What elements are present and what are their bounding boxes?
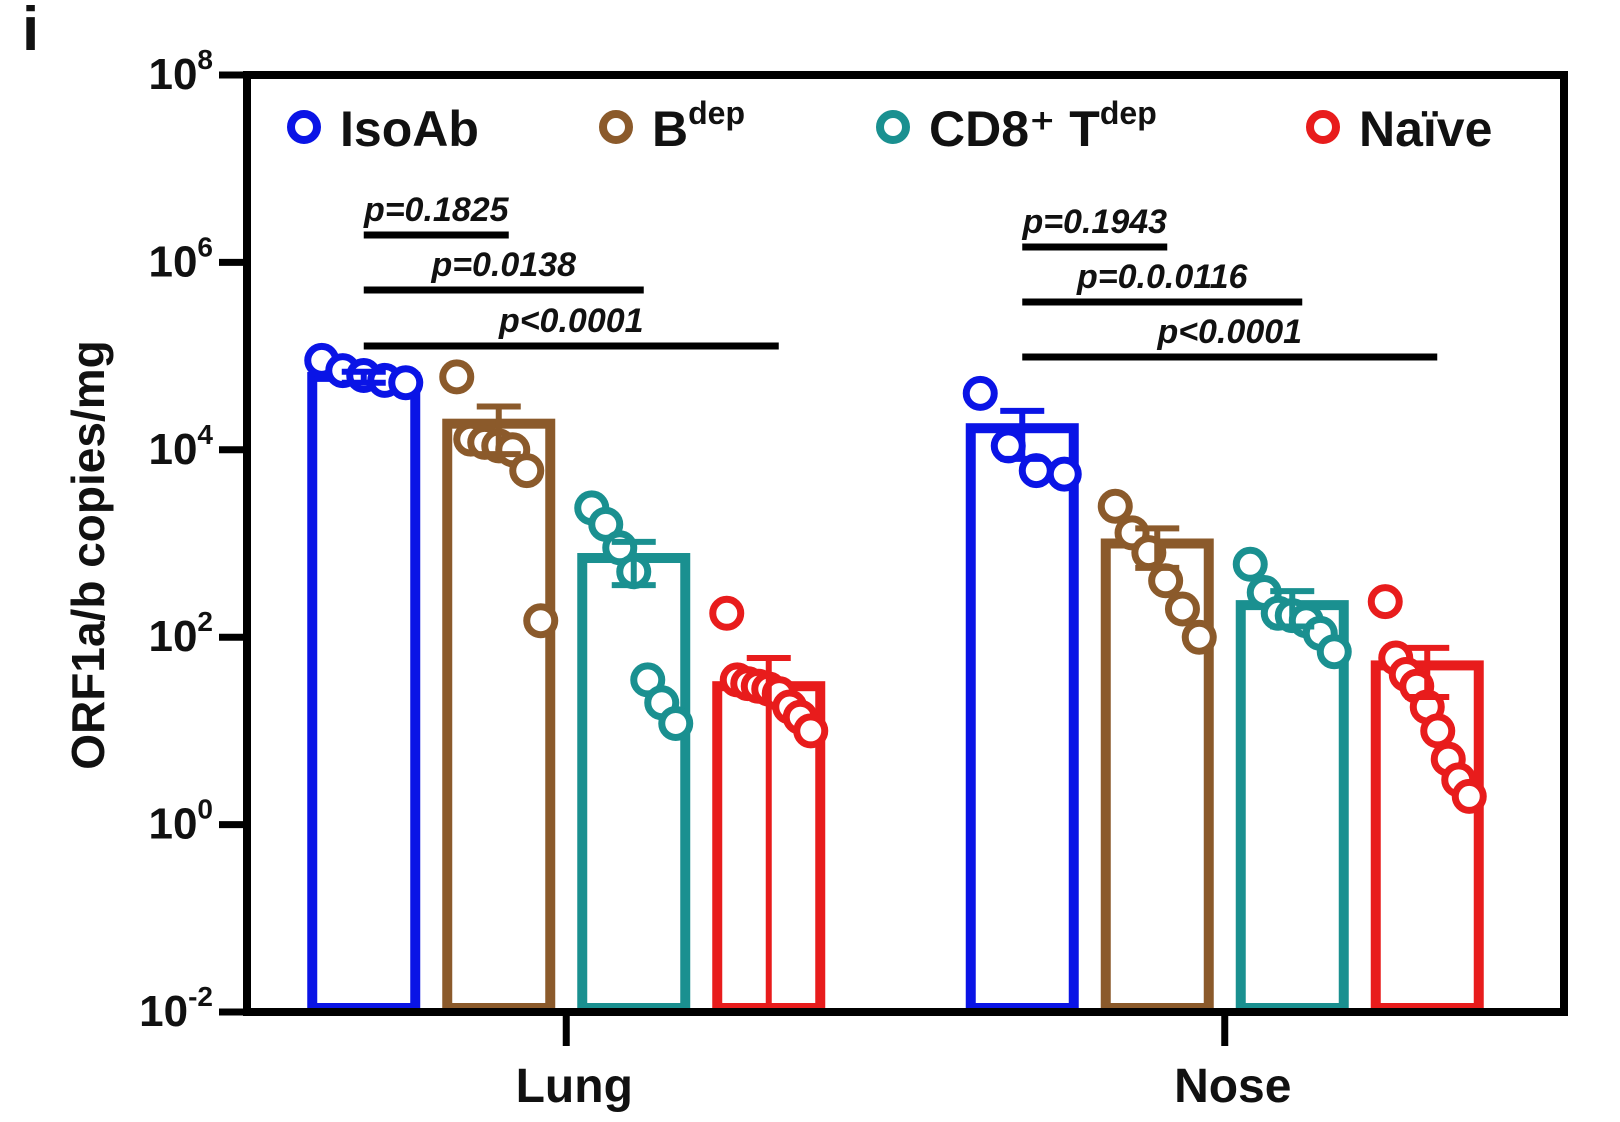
y-tick-exponent: 0 <box>197 794 213 825</box>
data-point-isoab <box>962 375 998 411</box>
legend-label-cd8: CD8⁺ Tdep <box>929 95 1157 157</box>
y-tick-base: 10 <box>139 987 188 1036</box>
legend-label-naive: Naïve <box>1359 101 1492 157</box>
bar-cd8-lung <box>577 553 691 1014</box>
data-point-isoab <box>388 365 424 401</box>
y-tick-base: 10 <box>148 50 197 99</box>
y-tick-base: 10 <box>148 800 197 849</box>
bar-bdep-lung <box>442 418 556 1013</box>
legend: IsoAb Bdep CD8⁺ Tdep Naïve <box>287 95 1492 157</box>
bar-isoab-lung <box>307 371 421 1014</box>
p-value-label: p=0.0.0116 <box>1076 258 1249 296</box>
p-value-label: p=0.0138 <box>430 246 576 284</box>
data-point-naive <box>1420 713 1456 749</box>
p-value-label: p=0.1825 <box>363 191 510 229</box>
data-point-naive <box>709 595 745 631</box>
bar-isoab-nose <box>965 423 1079 1014</box>
data-point-isoab <box>1046 456 1082 492</box>
legend-marker-isoab <box>287 110 321 144</box>
y-tick-exponent: 8 <box>197 44 213 75</box>
y-axis-label: ORF1a/b copies/mg <box>62 340 114 769</box>
annotations-layer: p=0.1825 p=0.0138 p<0.0001 p=0.1943 p=0.0.01… <box>363 191 1438 361</box>
bars-layer <box>307 371 1484 1014</box>
legend-marker-naive <box>1306 110 1340 144</box>
y-tick-label: 100 <box>148 794 213 849</box>
x-tick-label-nose: Nose <box>1174 1060 1291 1113</box>
legend-marker-bdep <box>599 110 633 144</box>
data-point-cd8 <box>1232 546 1268 582</box>
data-point-cd8 <box>1316 634 1352 670</box>
data-point-bdep <box>1181 619 1217 655</box>
p-value-label: p<0.0001 <box>498 302 644 340</box>
y-tick-label: 106 <box>148 231 213 286</box>
data-point-cd8 <box>658 705 694 741</box>
panel-label: i <box>22 0 39 64</box>
data-point-bdep <box>1148 563 1184 599</box>
errorbars-layer <box>341 368 1450 1015</box>
data-point-bdep <box>439 359 475 395</box>
y-tick-base: 10 <box>148 425 197 474</box>
data-point-naive <box>1451 778 1487 814</box>
data-point-naive <box>1367 584 1403 620</box>
legend-label-isoab: IsoAb <box>340 101 479 157</box>
y-tick-exponent: 4 <box>197 419 213 450</box>
x-axis: Lung Nose <box>516 1012 1291 1113</box>
p-value-label: p=0.1943 <box>1021 203 1167 241</box>
plot-frame <box>243 71 1568 1016</box>
y-tick-exponent: 6 <box>197 231 213 262</box>
legend-label-bdep: Bdep <box>652 95 745 157</box>
data-point-bdep <box>523 603 559 639</box>
x-tick-label-lung: Lung <box>516 1060 633 1113</box>
data-point-bdep <box>1097 488 1133 524</box>
points-layer <box>304 342 1487 814</box>
y-tick-exponent: -2 <box>188 981 213 1012</box>
y-tick-exponent: 2 <box>197 606 213 637</box>
data-point-isoab <box>990 428 1026 464</box>
p-value-label: p<0.0001 <box>1156 313 1302 351</box>
y-tick-label: 108 <box>148 44 213 99</box>
data-point-naive <box>793 713 829 749</box>
data-point-bdep <box>1164 591 1200 627</box>
y-tick-label: 104 <box>148 419 213 474</box>
y-tick-label: 10-2 <box>139 981 213 1036</box>
y-tick-label: 102 <box>148 606 213 661</box>
y-tick-base: 10 <box>148 612 197 661</box>
data-point-bdep <box>509 453 545 489</box>
legend-marker-cd8 <box>876 110 910 144</box>
y-tick-base: 10 <box>148 237 197 286</box>
